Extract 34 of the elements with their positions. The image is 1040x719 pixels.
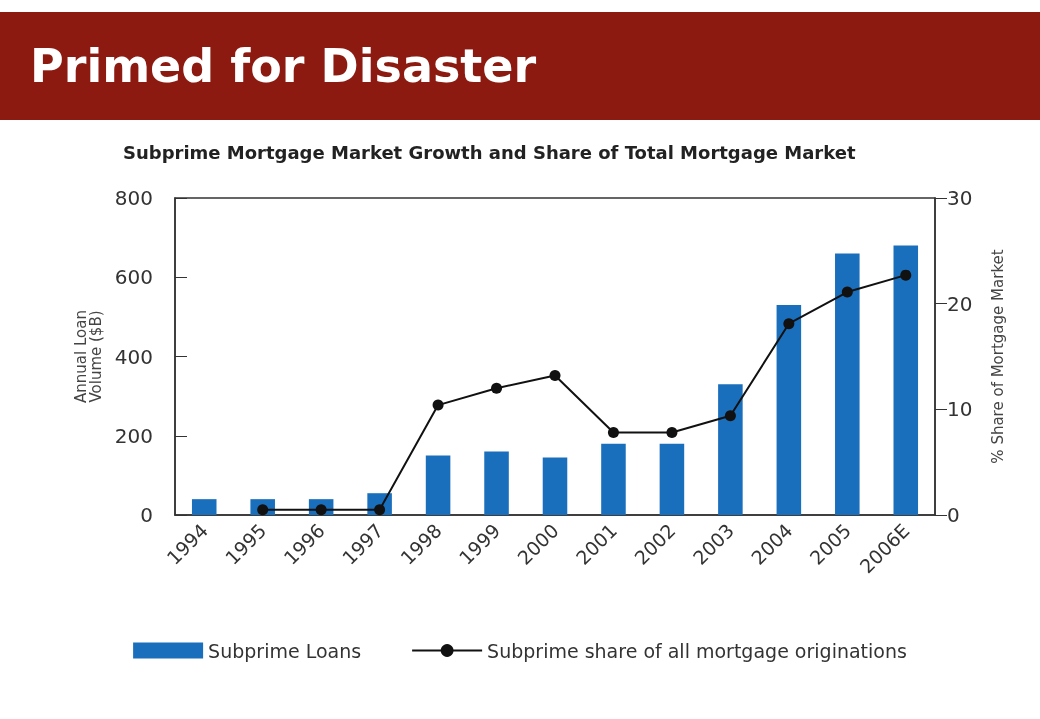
bar bbox=[835, 253, 860, 515]
y-tick-label: 400 bbox=[114, 344, 153, 369]
point bbox=[724, 410, 736, 422]
chart-title: Primed for Disaster bbox=[0, 12, 1040, 120]
point bbox=[841, 286, 853, 298]
legend-label: Subprime share of all mortgage originations bbox=[487, 639, 907, 662]
point bbox=[783, 318, 795, 330]
y-tick-label: 800 bbox=[114, 186, 153, 210]
bar bbox=[893, 245, 919, 515]
y2-tick-label: 20 bbox=[947, 291, 973, 316]
y-tick-label: 200 bbox=[114, 423, 153, 448]
y-tick-label: 600 bbox=[114, 265, 153, 290]
bar bbox=[776, 304, 802, 515]
bar bbox=[718, 384, 743, 515]
point bbox=[432, 399, 444, 411]
point bbox=[491, 382, 503, 394]
bar bbox=[601, 443, 626, 515]
bar bbox=[191, 499, 217, 515]
bar bbox=[484, 451, 509, 515]
bar bbox=[659, 443, 685, 515]
point bbox=[666, 427, 678, 439]
y2-tick-label: 30 bbox=[947, 186, 973, 210]
y2-tick-label: 10 bbox=[947, 397, 973, 422]
point bbox=[900, 269, 912, 281]
y-axis-title: Annual Loan Volume ($B) bbox=[72, 310, 106, 403]
bar bbox=[425, 455, 451, 515]
point bbox=[607, 427, 619, 439]
y-tick-label: 0 bbox=[140, 503, 153, 527]
point bbox=[549, 370, 561, 382]
bar bbox=[542, 457, 568, 515]
chart-subtitle: Subprime Mortgage Market Growth and Share of Total Mortgage Market bbox=[123, 141, 856, 163]
y2-axis-title: % Share of Mortgage Market bbox=[988, 249, 1007, 464]
legend-label: Subprime Loans bbox=[208, 639, 362, 662]
y2-tick-label: 0 bbox=[947, 503, 960, 527]
